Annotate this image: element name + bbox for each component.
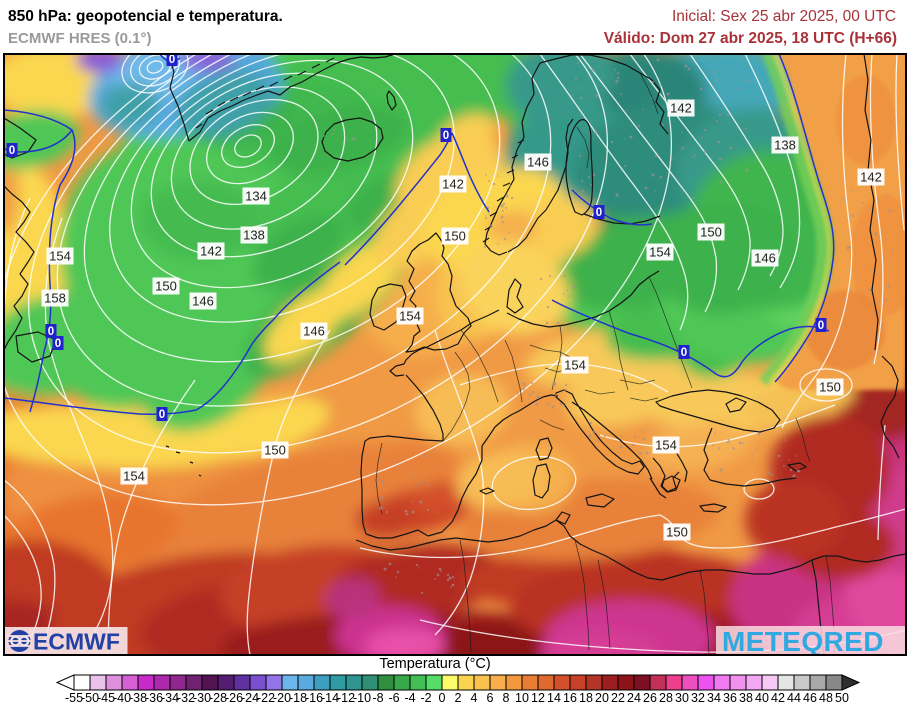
svg-text:6: 6 — [487, 691, 494, 705]
svg-text:-12: -12 — [337, 691, 355, 705]
svg-text:24: 24 — [627, 691, 641, 705]
svg-text:158: 158 — [44, 291, 66, 306]
svg-text:-32: -32 — [177, 691, 195, 705]
svg-text:-20: -20 — [273, 691, 291, 705]
svg-text:-26: -26 — [225, 691, 243, 705]
svg-text:2: 2 — [455, 691, 462, 705]
svg-text:40: 40 — [755, 691, 769, 705]
svg-text:146: 146 — [527, 155, 549, 170]
svg-text:138: 138 — [243, 228, 265, 243]
svg-text:138: 138 — [774, 138, 796, 153]
svg-text:142: 142 — [860, 170, 882, 185]
svg-text:154: 154 — [649, 245, 671, 260]
svg-text:0: 0 — [55, 338, 61, 350]
svg-text:METEQRED: METEQRED — [722, 626, 884, 657]
svg-text:-4: -4 — [404, 691, 415, 705]
svg-text:-34: -34 — [161, 691, 179, 705]
svg-text:-30: -30 — [193, 691, 211, 705]
svg-text:ECMWF: ECMWF — [33, 629, 120, 655]
svg-text:-18: -18 — [289, 691, 307, 705]
svg-text:-38: -38 — [129, 691, 147, 705]
svg-text:0: 0 — [9, 145, 15, 157]
svg-text:30: 30 — [675, 691, 689, 705]
svg-text:-10: -10 — [353, 691, 371, 705]
svg-text:22: 22 — [611, 691, 625, 705]
svg-text:34: 34 — [707, 691, 721, 705]
svg-text:20: 20 — [595, 691, 609, 705]
svg-text:48: 48 — [819, 691, 833, 705]
svg-text:0: 0 — [681, 347, 687, 359]
svg-text:142: 142 — [442, 177, 464, 192]
svg-text:142: 142 — [200, 244, 222, 259]
svg-text:-55: -55 — [65, 691, 83, 705]
svg-text:42: 42 — [771, 691, 785, 705]
svg-text:38: 38 — [739, 691, 753, 705]
svg-text:0: 0 — [439, 691, 446, 705]
svg-text:-6: -6 — [388, 691, 399, 705]
svg-text:0: 0 — [443, 130, 449, 142]
svg-text:16: 16 — [563, 691, 577, 705]
svg-text:150: 150 — [666, 525, 688, 540]
svg-text:154: 154 — [655, 438, 677, 453]
svg-text:46: 46 — [803, 691, 817, 705]
svg-text:36: 36 — [723, 691, 737, 705]
svg-text:0: 0 — [48, 326, 54, 338]
svg-text:-28: -28 — [209, 691, 227, 705]
svg-text:0: 0 — [159, 409, 165, 421]
svg-text:0: 0 — [818, 320, 824, 332]
svg-text:0: 0 — [596, 207, 602, 219]
svg-text:150: 150 — [155, 279, 177, 294]
svg-text:150: 150 — [444, 229, 466, 244]
svg-text:44: 44 — [787, 691, 801, 705]
svg-text:4: 4 — [471, 691, 478, 705]
svg-text:10: 10 — [515, 691, 529, 705]
svg-text:-14: -14 — [321, 691, 339, 705]
svg-text:-36: -36 — [145, 691, 163, 705]
svg-text:150: 150 — [819, 380, 841, 395]
svg-text:Temperatura (°C): Temperatura (°C) — [379, 656, 490, 672]
svg-text:0: 0 — [169, 54, 175, 66]
svg-text:8: 8 — [503, 691, 510, 705]
svg-text:-40: -40 — [113, 691, 131, 705]
svg-text:-22: -22 — [257, 691, 275, 705]
svg-text:26: 26 — [643, 691, 657, 705]
svg-text:28: 28 — [659, 691, 673, 705]
svg-text:150: 150 — [700, 225, 722, 240]
svg-text:50: 50 — [835, 691, 849, 705]
svg-text:-8: -8 — [372, 691, 383, 705]
svg-text:142: 142 — [670, 101, 692, 116]
svg-text:32: 32 — [691, 691, 705, 705]
svg-text:154: 154 — [399, 309, 421, 324]
svg-text:134: 134 — [245, 189, 267, 204]
svg-text:18: 18 — [579, 691, 593, 705]
svg-text:-45: -45 — [97, 691, 115, 705]
svg-text:146: 146 — [303, 324, 325, 339]
svg-text:154: 154 — [564, 358, 586, 373]
svg-text:146: 146 — [192, 294, 214, 309]
svg-text:154: 154 — [123, 469, 145, 484]
svg-text:-24: -24 — [241, 691, 259, 705]
svg-text:-16: -16 — [305, 691, 323, 705]
svg-text:150: 150 — [264, 443, 286, 458]
svg-text:-50: -50 — [81, 691, 99, 705]
svg-text:14: 14 — [547, 691, 561, 705]
svg-text:-2: -2 — [420, 691, 431, 705]
svg-text:12: 12 — [531, 691, 545, 705]
svg-text:154: 154 — [49, 249, 71, 264]
svg-text:146: 146 — [754, 251, 776, 266]
